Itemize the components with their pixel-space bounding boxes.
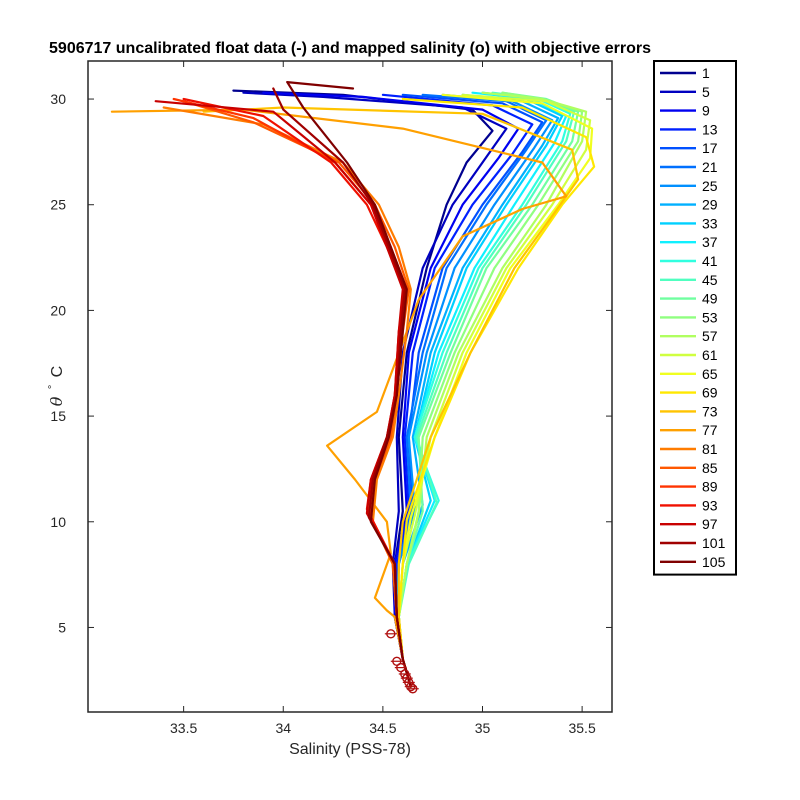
y-tick-label: 30: [50, 91, 66, 107]
legend-entry-81: 81: [660, 441, 718, 457]
legend-label: 65: [702, 366, 718, 382]
mapped-marker: [384, 629, 397, 639]
legend-entry-73: 73: [660, 403, 718, 419]
legend-entry-17: 17: [660, 140, 718, 156]
chart-title: 5906717 uncalibrated float data (-) and …: [49, 40, 651, 57]
legend-label: 41: [702, 253, 718, 269]
legend-label: 101: [702, 535, 726, 551]
legend-entry-65: 65: [660, 366, 718, 382]
legend-entry-5: 5: [660, 84, 710, 100]
legend-entry-53: 53: [660, 309, 718, 325]
y-tick-label: 10: [50, 514, 66, 530]
legend-entry-29: 29: [660, 197, 718, 213]
legend-label: 49: [702, 291, 718, 307]
legend-entry-101: 101: [660, 535, 726, 551]
legend-label: 61: [702, 347, 718, 363]
legend-label: 17: [702, 140, 718, 156]
legend-label: 97: [702, 516, 718, 532]
legend-entry-93: 93: [660, 497, 718, 513]
x-axis-label: Salinity (PSS-78): [289, 741, 411, 758]
legend-label: 21: [702, 159, 718, 175]
legend-label: 57: [702, 328, 718, 344]
y-tick-label: 20: [50, 302, 66, 318]
legend-label: 1: [702, 65, 710, 81]
legend-entry-105: 105: [660, 554, 726, 570]
legend-entry-45: 45: [660, 272, 718, 288]
legend-entry-13: 13: [660, 121, 718, 137]
series-line-105: [286, 80, 412, 688]
legend-label: 89: [702, 479, 718, 495]
legend-entry-1: 1: [660, 65, 710, 81]
legend-entry-9: 9: [660, 103, 710, 119]
series-layer: [110, 80, 596, 688]
legend-label: 29: [702, 197, 718, 213]
legend-label: 93: [702, 497, 718, 513]
series-line-73: [202, 106, 580, 688]
legend-entry-57: 57: [660, 328, 718, 344]
legend-entry-97: 97: [660, 516, 718, 532]
legend-label: 105: [702, 554, 726, 570]
legend-label: 73: [702, 403, 718, 419]
plot-frame: [87, 60, 613, 713]
legend-entry-37: 37: [660, 234, 718, 250]
y-tick-label: 15: [50, 408, 66, 424]
legend-entry-69: 69: [660, 385, 718, 401]
series-line-77: [110, 108, 568, 688]
legend-entry-25: 25: [660, 178, 718, 194]
x-tick-label: 35.5: [568, 720, 595, 736]
legend-entry-21: 21: [660, 159, 718, 175]
legend-entry-33: 33: [660, 215, 718, 231]
legend: 1 5 9 13 17 21 25 29 33 37 41 45 49 53 57 61 65 69 73 77 81 8…: [653, 60, 737, 576]
y-tick-label: 5: [58, 619, 66, 635]
y-axis-degree: °: [47, 385, 59, 389]
legend-label: 69: [702, 385, 718, 401]
legend-entry-41: 41: [660, 253, 718, 269]
y-axis-symbol: θ: [47, 396, 66, 406]
legend-label: 53: [702, 309, 718, 325]
y-tick-label: 25: [50, 197, 66, 213]
legend-label: 85: [702, 460, 718, 476]
x-tick-label: 35: [475, 720, 491, 736]
legend-entry-85: 85: [660, 460, 718, 476]
legend-label: 25: [702, 178, 718, 194]
mapped-marker: [406, 684, 419, 694]
legend-entry-89: 89: [660, 479, 718, 495]
y-axis-label: θ ° C: [43, 366, 66, 407]
svg-text:θ ° C: θ ° C: [43, 366, 66, 407]
legend-entry-77: 77: [660, 422, 718, 438]
legend-label: 13: [702, 121, 718, 137]
legend-entry-49: 49: [660, 291, 718, 307]
tick-layer: 33.5 34 34.5 35 35.5 5 10 15 20 25 30: [50, 61, 612, 736]
legend-entry-61: 61: [660, 347, 718, 363]
y-axis-unit: C: [49, 366, 66, 378]
series-line-9: [262, 91, 520, 688]
marker-layer: [384, 629, 419, 694]
legend-label: 9: [702, 103, 710, 119]
x-tick-label: 34: [275, 720, 291, 736]
x-tick-label: 33.5: [170, 720, 197, 736]
legend-label: 33: [702, 215, 718, 231]
mapped-marker: [404, 681, 417, 692]
legend-label: 45: [702, 272, 718, 288]
legend-label: 37: [702, 234, 718, 250]
legend-label: 5: [702, 84, 710, 100]
legend-label: 81: [702, 441, 718, 457]
legend-label: 77: [702, 422, 718, 438]
x-tick-label: 34.5: [369, 720, 396, 736]
